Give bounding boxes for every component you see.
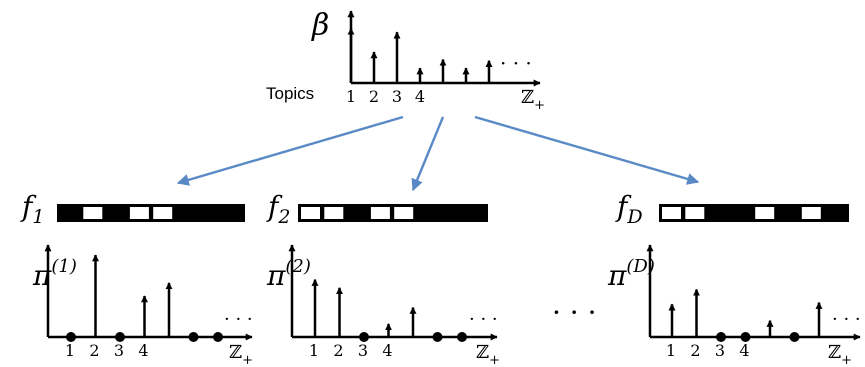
feature-bar-1: f1 xyxy=(20,190,245,228)
arrow-to-doc-2 xyxy=(411,116,445,192)
topic-tick-1: 1 xyxy=(346,87,356,106)
document-axis-label-sub: + xyxy=(489,353,500,367)
feature-bars: f1 f2 fD xyxy=(20,190,849,228)
document-distribution-1: π(1)1 2 3 4· · ·ℤ+ xyxy=(32,244,253,367)
pi-symbol: π(2) xyxy=(266,256,311,292)
doc-2-zero-dot-7 xyxy=(457,332,467,342)
document-axis-label-sub: + xyxy=(242,353,253,367)
doc-2-tick-2: 2 xyxy=(333,341,343,360)
doc-2-tick-1: 1 xyxy=(309,341,319,360)
document-axis-label-main: ℤ xyxy=(828,342,841,363)
doc-3-tick-2: 2 xyxy=(690,341,700,360)
document-axis-label: ℤ+ xyxy=(229,342,253,367)
beta-symbol: β xyxy=(311,8,329,43)
feature-symbol: fD xyxy=(615,190,643,228)
doc-2-zero-dot-6 xyxy=(432,332,443,342)
doc-1-zero-dot-6 xyxy=(188,332,199,342)
feature-cell-on xyxy=(301,207,320,219)
feature-bar-background xyxy=(298,204,488,222)
document-axis-label-main: ℤ xyxy=(476,342,489,363)
feature-bar-3: fD xyxy=(615,190,849,228)
feature-cell-on xyxy=(685,207,705,219)
doc-1-zero-dot-7 xyxy=(213,332,223,342)
feature-bar-background xyxy=(659,204,849,222)
feature-bar-2: f2 xyxy=(266,190,488,228)
feature-symbol-sub: 1 xyxy=(32,206,44,228)
topic-axis-label-sub: + xyxy=(534,98,545,113)
feature-cell-on xyxy=(370,207,390,219)
topic-axis-ellipsis: · · · xyxy=(500,51,532,75)
feature-bar-background xyxy=(57,204,245,222)
document-distribution-3: π(D)1 2 3 4· · ·ℤ+ xyxy=(607,244,861,367)
pi-symbol: π(1) xyxy=(32,256,77,292)
document-axis-ellipsis: · · · xyxy=(832,309,861,330)
topic-tick-4: 4 xyxy=(415,87,425,106)
topic-axis-label-main: ℤ xyxy=(521,87,534,108)
doc-1-tick-4: 4 xyxy=(138,341,148,360)
document-axis-ellipsis: · · · xyxy=(224,309,253,330)
topic-tick-2: 2 xyxy=(369,87,379,106)
doc-3-tick-1: 1 xyxy=(666,341,676,360)
topic-tick-3: 3 xyxy=(392,87,402,106)
pi-symbol-sup: (1) xyxy=(51,256,77,277)
feature-symbol: f2 xyxy=(266,190,290,228)
doc-1-tick-3: 3 xyxy=(114,341,124,360)
doc-1-tick-2: 2 xyxy=(89,341,99,360)
doc-3-zero-dot-4 xyxy=(740,332,751,342)
document-distribution-2: π(2)1 2 3 4· · ·ℤ+ xyxy=(266,244,500,367)
topics-label: Topics xyxy=(266,84,314,103)
topic-to-document-arrows xyxy=(176,115,700,192)
arrow-to-doc-d xyxy=(474,115,700,185)
doc-3-tick-3: 3 xyxy=(715,341,725,360)
feature-cell-on xyxy=(129,207,149,219)
feature-cell-on xyxy=(153,207,173,219)
doc-3-zero-dot-6 xyxy=(789,332,800,342)
topic-axis-label: ℤ+ xyxy=(521,87,545,113)
doc-2-tick-3: 3 xyxy=(358,341,368,360)
document-axis-label-sub: + xyxy=(841,353,852,367)
feature-cell-on xyxy=(662,207,681,219)
pi-symbol-main: π xyxy=(266,259,286,292)
pi-symbol-sup: (2) xyxy=(285,256,311,277)
feature-symbol-sub: D xyxy=(626,206,642,228)
doc-3-zero-dot-3 xyxy=(716,332,726,342)
feature-symbol: f1 xyxy=(20,190,44,228)
pi-symbol-main: π xyxy=(607,259,627,292)
doc-3-tick-4: 4 xyxy=(739,341,749,360)
feature-cell-on xyxy=(755,207,775,219)
document-distributions: π(1)1 2 3 4· · ·ℤ+π(2)1 2 3 4· · ·ℤ+π(D)1 2 3 4· … xyxy=(32,244,861,367)
feature-symbol-sub: 2 xyxy=(277,206,290,228)
feature-cell-on xyxy=(324,207,344,219)
pi-symbol: π(D) xyxy=(607,256,655,292)
feature-cell-on xyxy=(394,207,414,219)
feature-cell-on xyxy=(83,207,103,219)
arrow-to-doc-1 xyxy=(176,115,404,186)
document-axis-label: ℤ+ xyxy=(476,342,500,367)
document-axis-ellipsis: · · · xyxy=(469,309,498,330)
doc-2-zero-dot-3 xyxy=(359,332,369,342)
doc-1-tick-1: 1 xyxy=(65,341,75,360)
documents-ellipsis: · · · xyxy=(552,296,597,329)
doc-1-zero-dot-3 xyxy=(115,332,125,342)
doc-1-zero-dot-1 xyxy=(66,332,76,342)
feature-cell-on xyxy=(801,207,821,219)
doc-2-tick-4: 4 xyxy=(382,341,392,360)
document-axis-label-main: ℤ xyxy=(229,342,242,363)
document-axis-label: ℤ+ xyxy=(828,342,852,367)
pi-symbol-sup: (D) xyxy=(626,256,654,277)
